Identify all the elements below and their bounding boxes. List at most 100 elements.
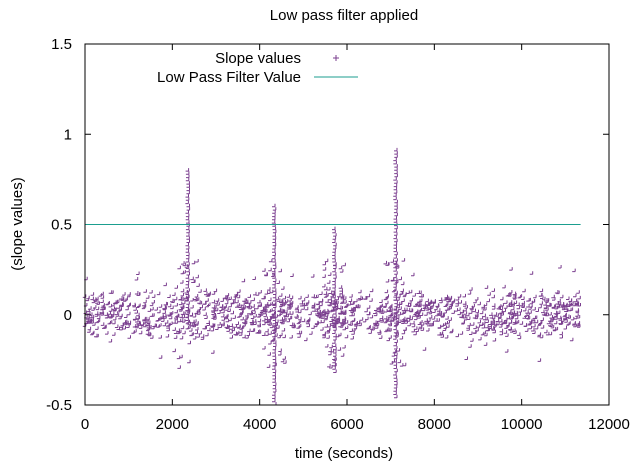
data-point [349, 312, 353, 317]
data-point [268, 258, 273, 263]
data-point [332, 272, 337, 276]
data-point [402, 309, 407, 314]
data-point [278, 348, 282, 352]
data-point [532, 315, 537, 320]
data-point [394, 167, 398, 171]
data-point [90, 292, 95, 296]
data-point [491, 306, 496, 310]
data-point [272, 265, 277, 269]
data-point [187, 340, 191, 345]
data-point [393, 388, 397, 392]
data-point [380, 319, 384, 323]
data-point [186, 207, 191, 211]
data-point [569, 307, 574, 311]
data-point [271, 327, 276, 331]
data-point [504, 349, 509, 353]
data-point [385, 279, 390, 283]
data-point [151, 325, 155, 330]
data-point [316, 301, 320, 306]
data-point [322, 331, 326, 336]
data-point [185, 298, 189, 302]
data-point [342, 262, 346, 267]
data-point [483, 307, 487, 311]
data-point [577, 295, 581, 300]
data-point [394, 378, 398, 382]
data-point [239, 310, 243, 315]
data-point [291, 324, 295, 328]
data-point [344, 320, 349, 324]
data-point [321, 309, 326, 313]
data-point [283, 318, 287, 322]
data-point [329, 344, 333, 349]
x-tick-label: 12000 [588, 416, 630, 433]
data-point [498, 318, 503, 323]
data-point [432, 299, 436, 304]
data-point [273, 362, 277, 367]
data-point [221, 321, 225, 325]
data-point [396, 348, 401, 352]
data-point [576, 315, 581, 319]
data-point [373, 312, 378, 317]
data-point [186, 229, 190, 234]
data-point [273, 343, 277, 347]
data-point [394, 203, 398, 207]
data-point [306, 323, 310, 328]
data-point [185, 314, 189, 318]
data-point [327, 363, 331, 368]
data-point [481, 321, 486, 325]
data-point [162, 305, 166, 310]
data-point [185, 281, 190, 286]
data-point [119, 296, 123, 300]
data-point [491, 288, 495, 292]
data-point [180, 311, 185, 315]
data-point [332, 259, 336, 263]
data-point [374, 325, 379, 329]
x-tick-label: 10000 [501, 416, 543, 433]
data-point [268, 331, 272, 335]
data-point [428, 310, 433, 315]
data-point [470, 322, 475, 326]
data-point [349, 294, 353, 298]
data-point [502, 284, 506, 289]
data-point [298, 295, 302, 300]
data-point [380, 310, 385, 314]
data-point [257, 318, 262, 323]
data-point [545, 331, 550, 336]
data-point [554, 290, 559, 294]
data-point [320, 327, 324, 331]
data-point [570, 316, 575, 321]
data-point [94, 313, 99, 317]
data-point [525, 310, 529, 314]
data-point [383, 315, 388, 320]
data-point [170, 305, 174, 310]
data-point [394, 381, 398, 386]
data-point [255, 305, 259, 310]
data-point [174, 320, 179, 324]
data-point [332, 239, 336, 243]
data-point [485, 324, 489, 329]
data-point [457, 311, 461, 316]
data-point [565, 308, 569, 312]
data-point [343, 311, 347, 315]
data-point [393, 183, 398, 188]
data-point [394, 154, 398, 158]
data-point [486, 298, 490, 303]
data-point [523, 323, 528, 327]
y-tick-label: 0 [64, 307, 72, 324]
data-point [122, 326, 126, 330]
data-point [484, 332, 488, 337]
data-point [348, 298, 353, 302]
data-point [546, 302, 551, 307]
data-point [156, 317, 160, 321]
data-point [524, 313, 528, 317]
data-point [185, 265, 190, 269]
data-point [272, 207, 277, 211]
data-point [543, 305, 548, 309]
data-point [272, 252, 276, 256]
data-point [119, 302, 123, 306]
data-point [272, 226, 277, 231]
data-point [272, 302, 276, 306]
data-point [272, 372, 276, 377]
data-point [395, 334, 399, 338]
